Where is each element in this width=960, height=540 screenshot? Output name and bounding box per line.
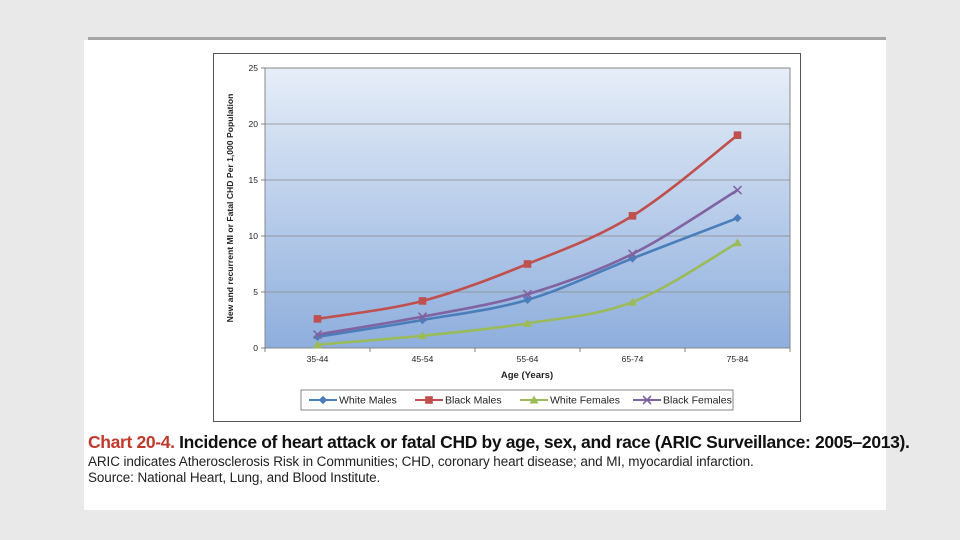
legend: White Males Black Males White Females Black… (300, 389, 734, 411)
data-point-white-females (523, 318, 532, 327)
data-point-white-males (523, 295, 532, 305)
marker-stroke (642, 395, 652, 405)
gridlines (265, 123, 790, 293)
marker-stroke (417, 312, 428, 322)
x-axis-label: Age (Years) (501, 370, 553, 381)
data-point-white-males (418, 315, 427, 325)
data-point-white-females (313, 340, 322, 349)
data-point-white-males (733, 213, 742, 223)
caption-note: ARIC indicates Atherosclerosis Risk in C… (88, 454, 754, 469)
x-tick-label: 45-54 (412, 354, 434, 364)
x-tick-label: 55-64 (517, 354, 539, 364)
y-tick-label: 10 (249, 231, 259, 241)
data-point-black-females (627, 249, 638, 259)
data-point-black-females (312, 329, 323, 340)
y-tick-label: 15 (249, 175, 259, 185)
legend-marker-black-females (642, 395, 652, 405)
caption-title: Incidence of heart attack or fatal CHD b… (179, 432, 910, 452)
data-point-black-females (522, 289, 533, 299)
data-point-black-males (418, 297, 427, 305)
x-axis-ticks: 35-44 45-54 55-64 65-74 75-84 (264, 348, 791, 364)
data-point-black-males (313, 315, 322, 323)
legend-box (300, 389, 734, 411)
marker-stroke (732, 185, 743, 195)
chart: 0 5 10 15 20 25 35-44 45-54 55-64 65-74 75-84 Age… (225, 63, 791, 411)
caption-source: Source: National Heart, Lung, and Blood … (88, 470, 381, 485)
chart-number: Chart 20-4. (88, 432, 175, 452)
marker-stroke (627, 249, 638, 259)
figure-caption: Chart 20-4. Incidence of heart attack or… (88, 432, 910, 485)
data-point-black-males (523, 260, 532, 268)
data-point-white-females (418, 331, 427, 340)
legend-label-white-females: White Females (550, 395, 620, 407)
legend-label-black-females: Black Females (663, 395, 732, 407)
legend-marker-white-males (318, 395, 328, 405)
x-tick-label: 75-84 (727, 354, 749, 364)
data-point-black-females (732, 185, 743, 195)
marker-stroke (312, 329, 323, 340)
y-tick-label: 25 (249, 63, 259, 73)
legend-label-white-males: White Males (339, 395, 397, 407)
data-point-black-males (733, 131, 742, 139)
x-tick-label: 65-74 (622, 354, 644, 364)
y-tick-label: 5 (253, 287, 258, 297)
data-point-white-females (733, 238, 742, 247)
y-axis-ticks: 0 5 10 15 20 25 (249, 63, 265, 353)
marker-stroke (522, 289, 533, 299)
slide-top-rule (88, 37, 886, 40)
y-axis-label: New and recurrent MI or Fatal CHD Per 1,… (225, 94, 235, 323)
caption-title-line: Chart 20-4. Incidence of heart attack or… (88, 432, 910, 453)
chart-frame: 0 5 10 15 20 25 35-44 45-54 55-64 65-74 75-84 Age… (213, 53, 801, 422)
y-tick-label: 0 (253, 343, 258, 353)
data-point-white-females (628, 297, 637, 306)
data-point-black-males (628, 212, 637, 220)
series-group (312, 131, 743, 349)
x-tick-label: 35-44 (307, 354, 329, 364)
legend-label-black-males: Black Males (445, 395, 502, 407)
legend-marker-white-females (529, 395, 539, 404)
y-tick-label: 20 (249, 119, 259, 129)
legend-marker-black-males (425, 396, 433, 404)
data-point-black-females (417, 312, 428, 322)
